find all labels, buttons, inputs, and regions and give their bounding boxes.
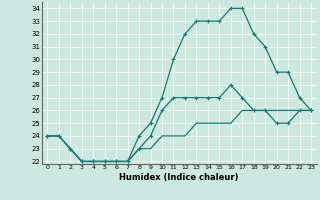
X-axis label: Humidex (Indice chaleur): Humidex (Indice chaleur)	[119, 173, 239, 182]
